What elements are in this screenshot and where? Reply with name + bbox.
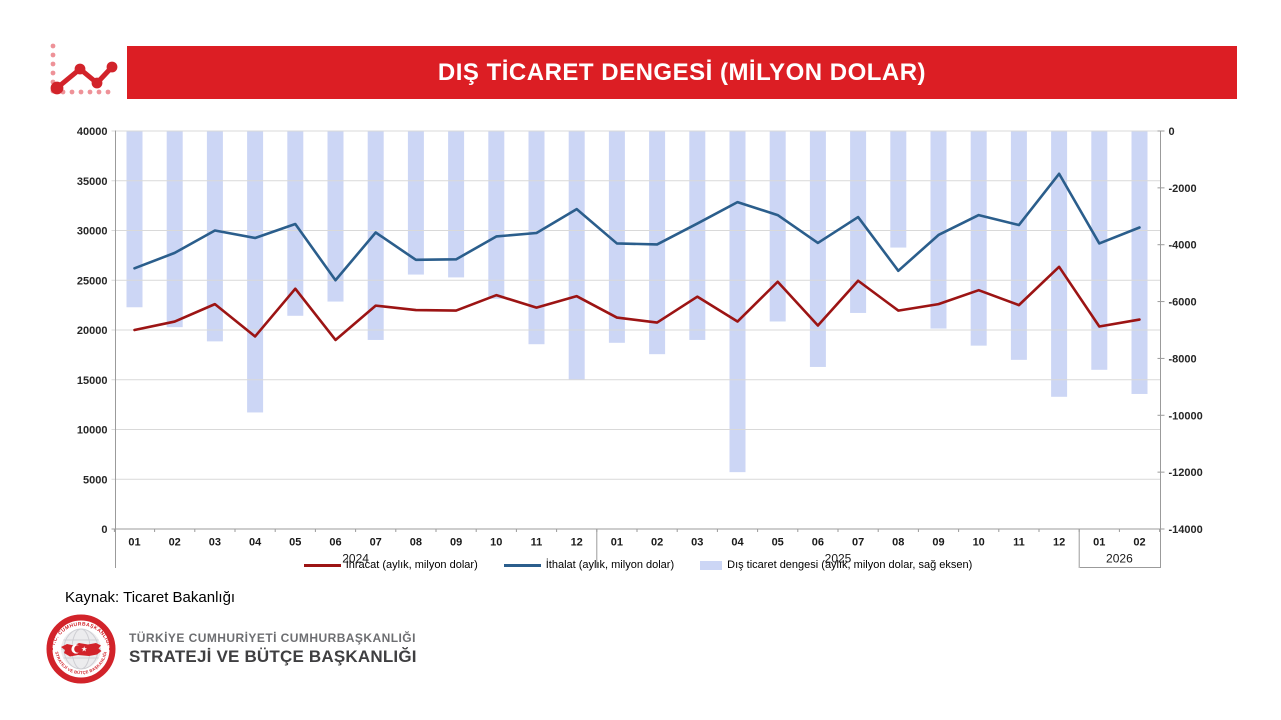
year-label: 2026 xyxy=(1106,552,1133,566)
balance-bar xyxy=(689,131,706,340)
balance-bar xyxy=(407,131,424,275)
org-logo-block: T.C. CUMHURBAŞKANLIĞI STRATEJİ VE BÜTÇE … xyxy=(46,614,417,684)
month-label: 08 xyxy=(410,537,422,549)
right-axis-label: -4000 xyxy=(1169,240,1197,252)
month-label: 09 xyxy=(450,537,462,549)
legend-label: İhracat (aylık, milyon dolar) xyxy=(345,559,478,571)
trade-balance-chart: 0 5000 10000 15000 20000 25000 30000 35000 40000… xyxy=(77,126,1203,568)
month-label: 05 xyxy=(772,537,784,549)
source-note: Kaynak: Ticaret Bakanlığı xyxy=(65,589,236,606)
month-label: 05 xyxy=(289,537,301,549)
right-axis-label: 0 xyxy=(1169,126,1175,138)
month-label: 09 xyxy=(932,537,944,549)
balance-bar xyxy=(448,131,465,278)
left-axis-label: 25000 xyxy=(77,275,108,287)
balance-bar xyxy=(850,131,867,313)
left-axis-label: 20000 xyxy=(77,325,108,337)
month-label: 10 xyxy=(490,537,502,549)
month-label: 07 xyxy=(370,537,382,549)
balance-bar xyxy=(890,131,907,248)
balance-bar xyxy=(1091,131,1108,370)
month-label: 03 xyxy=(209,537,221,549)
legend-line-swatch xyxy=(303,563,341,567)
balance-bar xyxy=(1131,131,1148,394)
month-label: 04 xyxy=(249,537,262,549)
left-axis-label: 0 xyxy=(101,524,107,536)
month-label: 07 xyxy=(852,537,864,549)
balance-bar xyxy=(769,131,786,322)
page-title: DIŞ TİCARET DENGESİ (MİLYON DOLAR) xyxy=(437,58,927,86)
month-label: 01 xyxy=(1093,537,1105,549)
left-axis-label: 30000 xyxy=(77,226,108,238)
line-chart-icon xyxy=(50,43,118,95)
chart-legend: İhracat (aylık, milyon dolar) İthalat (ay… xyxy=(115,559,1161,571)
left-axis-label: 10000 xyxy=(77,425,108,437)
legend-label: İthalat (aylık, milyon dolar) xyxy=(545,559,675,571)
balance-bar xyxy=(166,131,183,328)
year-label: 2024 xyxy=(342,552,369,566)
balance-bar xyxy=(367,131,384,340)
balance-bar xyxy=(206,131,223,342)
month-label: 10 xyxy=(973,537,985,549)
left-axis-label: 35000 xyxy=(77,176,108,188)
right-axis-label: -8000 xyxy=(1169,353,1197,365)
right-axis-label: -10000 xyxy=(1169,410,1203,422)
month-label: 06 xyxy=(812,537,824,549)
balance-bar xyxy=(1010,131,1027,360)
year-label: 2025 xyxy=(825,552,852,566)
month-label: 02 xyxy=(651,537,663,549)
balance-bar xyxy=(327,131,344,302)
legend-item-imports: İthalat (aylık, milyon dolar) xyxy=(503,559,675,571)
right-axis-label: -6000 xyxy=(1169,297,1197,309)
balance-bar xyxy=(247,131,264,413)
org-name-line1: TÜRKİYE CUMHURİYETİ CUMHURBAŞKANLIĞI xyxy=(129,631,416,645)
balance-bar xyxy=(568,131,585,380)
month-label: 04 xyxy=(731,537,744,549)
month-label: 11 xyxy=(1013,537,1025,549)
month-label: 12 xyxy=(571,537,583,549)
month-label: 12 xyxy=(1053,537,1065,549)
presidency-sbb-seal-icon: T.C. CUMHURBAŞKANLIĞI STRATEJİ VE BÜTÇE … xyxy=(46,614,116,684)
balance-bar xyxy=(729,131,746,473)
right-axis-label: -14000 xyxy=(1169,524,1203,536)
legend-line-swatch xyxy=(503,563,541,567)
month-label: 11 xyxy=(531,537,543,549)
month-label: 08 xyxy=(892,537,904,549)
balance-bar xyxy=(488,131,505,299)
right-axis-label: -12000 xyxy=(1169,467,1203,479)
month-label: 01 xyxy=(611,537,623,549)
org-name-line2: STRATEJİ VE BÜTÇE BAŞKANLIĞI xyxy=(129,647,417,666)
right-axis-label: -2000 xyxy=(1169,183,1197,195)
imports-line xyxy=(133,172,1141,282)
month-label: 02 xyxy=(169,537,181,549)
balance-bar xyxy=(608,131,625,343)
left-axis-label: 5000 xyxy=(83,474,107,486)
month-label: 06 xyxy=(329,537,341,549)
month-label: 03 xyxy=(691,537,703,549)
balance-bar xyxy=(1051,131,1068,397)
balance-bar xyxy=(930,131,947,329)
month-label: 01 xyxy=(128,537,140,549)
exports-line xyxy=(133,265,1141,342)
balance-bar xyxy=(528,131,545,345)
legend-item-balance: Dış ticaret dengesi (aylık, milyon dolar… xyxy=(700,559,972,571)
balance-bar xyxy=(126,131,143,308)
left-axis-label: 40000 xyxy=(77,126,108,138)
balance-bar xyxy=(649,131,666,355)
legend-label: Dış ticaret dengesi (aylık, milyon dolar… xyxy=(727,559,973,571)
left-axis-label: 15000 xyxy=(77,375,108,387)
legend-item-exports: İhracat (aylık, milyon dolar) xyxy=(303,559,478,571)
title-banner: DIŞ TİCARET DENGESİ (MİLYON DOLAR) xyxy=(127,46,1237,99)
legend-bar-swatch xyxy=(700,560,723,570)
balance-bar xyxy=(809,131,826,367)
month-label: 02 xyxy=(1133,537,1145,549)
balance-bar xyxy=(970,131,987,346)
